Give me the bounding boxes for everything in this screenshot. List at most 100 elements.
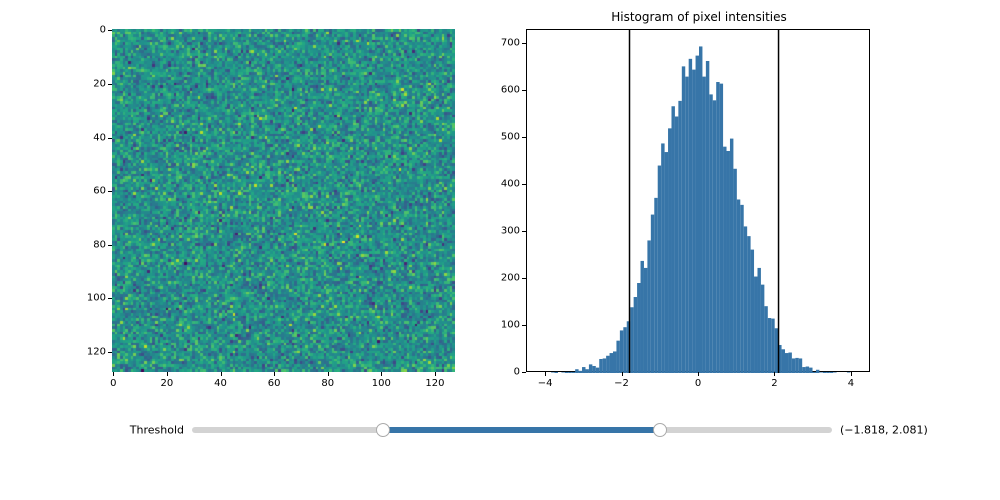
histogram-bar — [740, 205, 743, 373]
histogram-bar — [727, 151, 730, 373]
histogram-bar — [806, 367, 809, 373]
heatmap-xtick-mark — [381, 372, 382, 376]
histogram-ytick-label: 100 — [501, 320, 520, 331]
histogram-bar — [799, 358, 802, 373]
histogram-bar — [692, 70, 695, 373]
histogram-ytick-label: 300 — [501, 226, 520, 237]
histogram-bar — [833, 372, 836, 373]
heatmap-ytick-mark — [108, 191, 112, 192]
histogram-ytick-label: 500 — [501, 132, 520, 143]
heatmap-xtick-label: 100 — [372, 378, 391, 389]
heatmap-ytick-label: 40 — [93, 132, 106, 143]
histogram-bar — [675, 117, 678, 374]
histogram-bar — [720, 84, 723, 373]
histogram-title: Histogram of pixel intensities — [611, 10, 787, 24]
histogram-bar — [754, 277, 757, 373]
threshold-slider-value: (−1.818, 2.081) — [832, 424, 928, 437]
threshold-slider-fill — [383, 427, 660, 433]
histogram-bar — [785, 353, 788, 373]
histogram-bar — [555, 372, 558, 373]
histogram-xtick-label: 0 — [695, 378, 701, 389]
histogram-xtick-label: −4 — [538, 378, 553, 389]
threshold-slider-handle-low[interactable] — [376, 423, 390, 437]
histogram-bar — [647, 240, 650, 373]
histogram-bar — [826, 372, 829, 373]
histogram-bar — [747, 236, 750, 373]
histogram-bar — [616, 341, 619, 373]
threshold-slider-label: Threshold — [130, 424, 192, 437]
histogram-bar — [671, 106, 674, 373]
histogram-bar — [696, 56, 699, 373]
histogram-bar — [665, 152, 668, 373]
histogram-bar — [809, 368, 812, 373]
heatmap-ytick-label: 80 — [93, 239, 106, 250]
histogram-bar — [634, 297, 637, 373]
heatmap-ytick-mark — [108, 298, 112, 299]
histogram-ytick-mark — [522, 43, 526, 44]
histogram-bar — [589, 364, 592, 373]
histogram-bar — [592, 366, 595, 373]
histogram-bar — [613, 351, 616, 373]
histogram-ytick-mark — [522, 137, 526, 138]
histogram-ytick-mark — [522, 278, 526, 279]
heatmap-axes — [112, 29, 455, 372]
histogram-ytick-label: 600 — [501, 85, 520, 96]
histogram-ytick-label: 400 — [501, 179, 520, 190]
histogram-bar — [716, 82, 719, 373]
histogram-xtick-mark — [545, 372, 546, 376]
histogram-bar — [713, 100, 716, 373]
histogram-bar — [561, 372, 564, 373]
heatmap-ytick-mark — [108, 30, 112, 31]
histogram-bar — [771, 319, 774, 373]
histogram-xtick-mark — [851, 372, 852, 376]
histogram-bar — [775, 328, 778, 373]
histogram-ytick-mark — [522, 372, 526, 373]
histogram-bar — [603, 358, 606, 373]
histogram-xtick-mark — [774, 372, 775, 376]
histogram-bar — [816, 370, 819, 373]
histogram-bar — [788, 353, 791, 373]
histogram-ytick-label: 0 — [514, 367, 520, 378]
heatmap-xtick-mark — [274, 372, 275, 376]
histogram-bar — [689, 59, 692, 373]
heatmap-ytick-label: 20 — [93, 78, 106, 89]
histogram-bar — [644, 268, 647, 373]
histogram-bar — [792, 358, 795, 373]
histogram-ytick-mark — [522, 231, 526, 232]
histogram-ytick-label: 200 — [501, 273, 520, 284]
histogram-bar — [819, 372, 822, 373]
histogram-bar — [654, 198, 657, 373]
histogram-bar — [685, 77, 688, 373]
histogram-bar — [847, 372, 850, 373]
heatmap-xtick-label: 20 — [161, 378, 174, 389]
histogram-bar — [572, 372, 575, 373]
histogram-bar — [737, 199, 740, 373]
histogram-bar — [668, 128, 671, 373]
heatmap-ytick-label: 120 — [87, 346, 106, 357]
histogram-axes: Histogram of pixel intensities — [526, 29, 870, 372]
histogram-bar — [610, 353, 613, 373]
histogram-ytick-mark — [522, 325, 526, 326]
histogram-bar — [575, 369, 578, 373]
histogram-plot — [527, 30, 871, 373]
histogram-bar — [582, 367, 585, 373]
histogram-bar — [709, 94, 712, 373]
heatmap-xtick-label: 60 — [268, 378, 281, 389]
histogram-bar — [761, 285, 764, 373]
heatmap-xtick-label: 120 — [425, 378, 444, 389]
heatmap-xtick-mark — [113, 372, 114, 376]
histogram-xtick-label: 4 — [848, 378, 854, 389]
histogram-bar — [606, 356, 609, 373]
heatmap-ytick-label: 60 — [93, 186, 106, 197]
histogram-bar — [630, 307, 633, 373]
histogram-bar — [620, 330, 623, 373]
heatmap-ytick-mark — [108, 84, 112, 85]
histogram-xtick-mark — [622, 372, 623, 376]
threshold-slider-handle-high[interactable] — [653, 423, 667, 437]
histogram-bar — [751, 250, 754, 373]
histogram-bar — [823, 372, 826, 373]
histogram-bar — [802, 367, 805, 373]
heatmap-xtick-label: 80 — [321, 378, 334, 389]
histogram-ytick-mark — [522, 90, 526, 91]
histogram-xtick-label: 2 — [771, 378, 777, 389]
